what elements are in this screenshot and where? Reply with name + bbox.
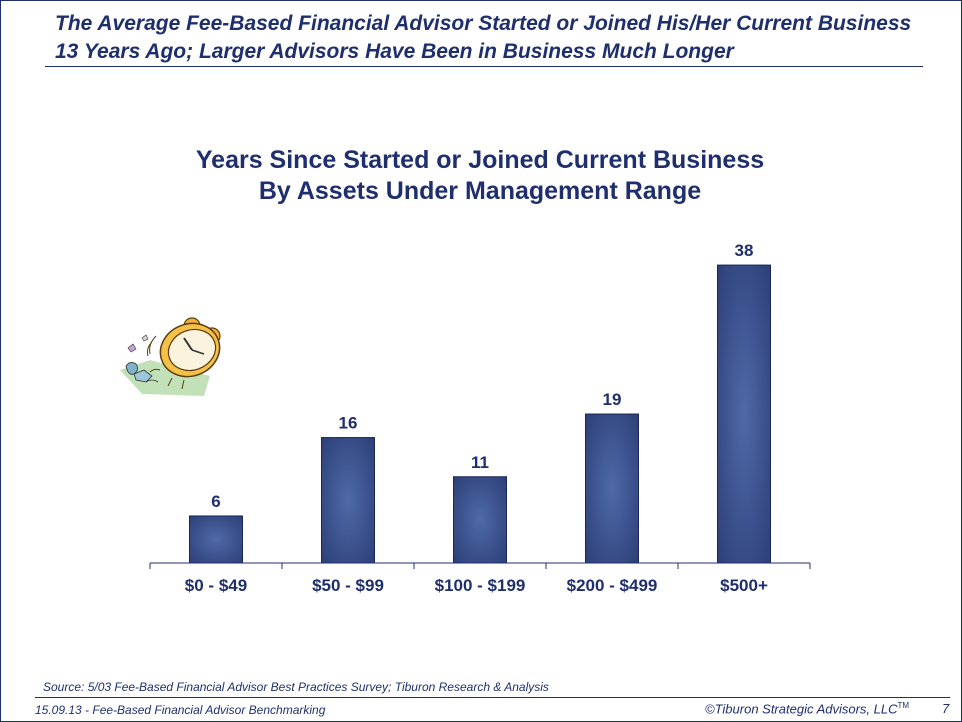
category-label: $200 - $499 [567,576,658,595]
heading-divider [45,66,923,67]
footer-copyright-text: ©Tiburon Strategic Advisors, LLC [705,701,898,717]
data-label: 38 [735,241,754,260]
data-label: 16 [339,414,358,433]
category-label: $100 - $199 [435,576,526,595]
category-label: $50 - $99 [312,576,384,595]
alarm-clock-icon [120,317,221,396]
bar-5 [717,264,771,564]
data-label: 6 [211,492,220,511]
footer-left-text: 15.09.13 - Fee-Based Financial Advisor B… [35,703,326,717]
category-label: $500+ [720,576,768,595]
labels-layer: 6 $0 - $49 16 $50 - $99 11 $100 - $199 19 $200 … [185,241,768,595]
bar-2 [321,437,375,564]
category-label: $0 - $49 [185,576,247,595]
source-note: Source: 5/03 Fee-Based Financial Advisor… [43,680,549,694]
slide-heading: The Average Fee-Based Financial Advisor … [55,12,912,63]
data-label: 11 [471,453,489,472]
bar-1 [189,515,243,564]
bars-layer [189,264,771,564]
data-label: 19 [603,390,622,409]
chart-title-line-2: By Assets Under Management Range [258,177,702,205]
trademark-mark: TM [897,701,910,710]
chart-title-line-1: Years Since Started or Joined Current Bu… [195,146,765,174]
chart-title: Years Since Started or Joined Current Bu… [0,145,960,207]
x-axis [149,562,811,569]
footer-divider [35,697,950,698]
footer-copyright: ©Tiburon Strategic Advisors, LLCTM [705,701,909,716]
bar-3 [453,476,507,564]
bar-4 [585,413,639,564]
page-number: 7 [942,701,950,716]
